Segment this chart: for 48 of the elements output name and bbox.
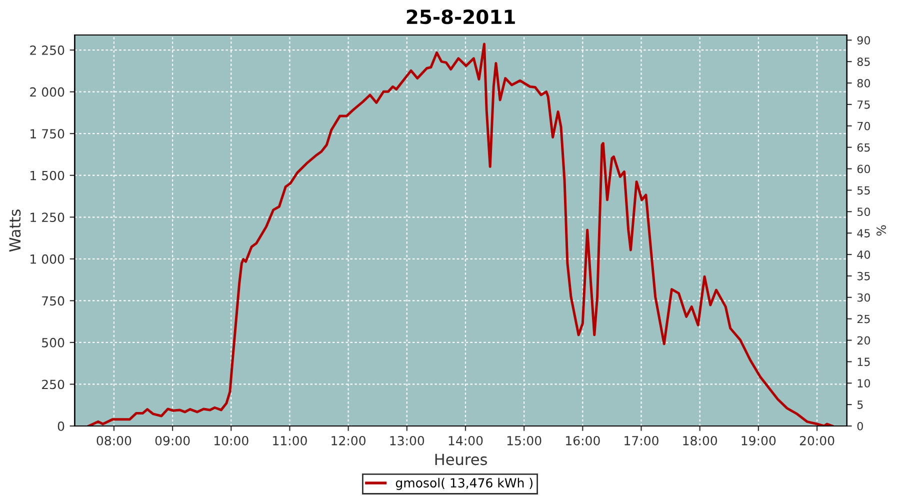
y-tick-label: 1 000 <box>30 254 64 264</box>
x-tick-label: 08:00 <box>96 436 132 446</box>
x-tick-label: 12:00 <box>332 436 366 446</box>
x-tick-label: 14:00 <box>448 436 483 446</box>
x-tick-label: 09:00 <box>155 436 190 446</box>
y2-tick-label: 75 <box>858 100 870 109</box>
x-tick-label: 13:00 <box>390 436 424 446</box>
y2-tick-label: 90 <box>857 36 870 45</box>
y2-tick-label: 30 <box>857 293 870 302</box>
y-tick-label: 2 000 <box>30 87 64 97</box>
y2-tick-label: 55 <box>857 186 870 195</box>
legend-label: gmosol( 13,476 kWh ) <box>396 478 532 490</box>
y2-tick-label: 60 <box>857 164 870 174</box>
y-tick-label: 2 250 <box>30 46 64 55</box>
x-tick-label: 16:00 <box>566 436 600 446</box>
x-tick-label: 10:00 <box>214 436 248 446</box>
y2-tick-label: 80 <box>857 78 870 88</box>
y-tick-label: 250 <box>42 380 64 390</box>
chart-title: 25-8-2011 <box>406 9 515 24</box>
line-series <box>88 42 834 426</box>
x-axis-title: Heures <box>435 454 487 466</box>
y2-tick-label: 35 <box>857 272 870 280</box>
x-tick-label: 19:00 <box>742 436 776 446</box>
y2-tick-label: 85 <box>857 58 870 66</box>
y2-tick-label: 25 <box>857 314 870 324</box>
y2-axis-title: % <box>876 225 886 236</box>
y-axis-title: Watts <box>9 210 21 252</box>
x-tick-label: 18:00 <box>683 436 718 446</box>
y-tick-label: 1 750 <box>30 129 64 139</box>
x-tick-label: 15:00 <box>507 436 542 446</box>
x-tick-label: 20:00 <box>800 436 834 446</box>
y2-tick-label: 0 <box>857 422 863 430</box>
y2-tick-label: 5 <box>857 400 863 409</box>
y2-tick-label: 10 <box>858 379 870 388</box>
y2-tick-label: 40 <box>857 250 870 259</box>
y2-tick-label: 70 <box>858 122 870 130</box>
y-tick-label: 1 250 <box>30 212 64 222</box>
y-tick-label: 0 <box>58 421 64 431</box>
y-tick-label: 500 <box>42 338 64 348</box>
x-tick-label: 11:00 <box>273 436 307 446</box>
y2-tick-label: 45 <box>857 229 870 238</box>
y-tick-label: 750 <box>42 296 64 306</box>
x-tick-label: 17:00 <box>624 436 658 446</box>
y2-tick-label: 50 <box>857 208 870 216</box>
y-tick-label: 1 500 <box>30 170 64 180</box>
y2-tick-label: 20 <box>857 336 870 345</box>
y2-tick-label: 15 <box>858 358 870 366</box>
y2-tick-label: 65 <box>857 143 870 152</box>
